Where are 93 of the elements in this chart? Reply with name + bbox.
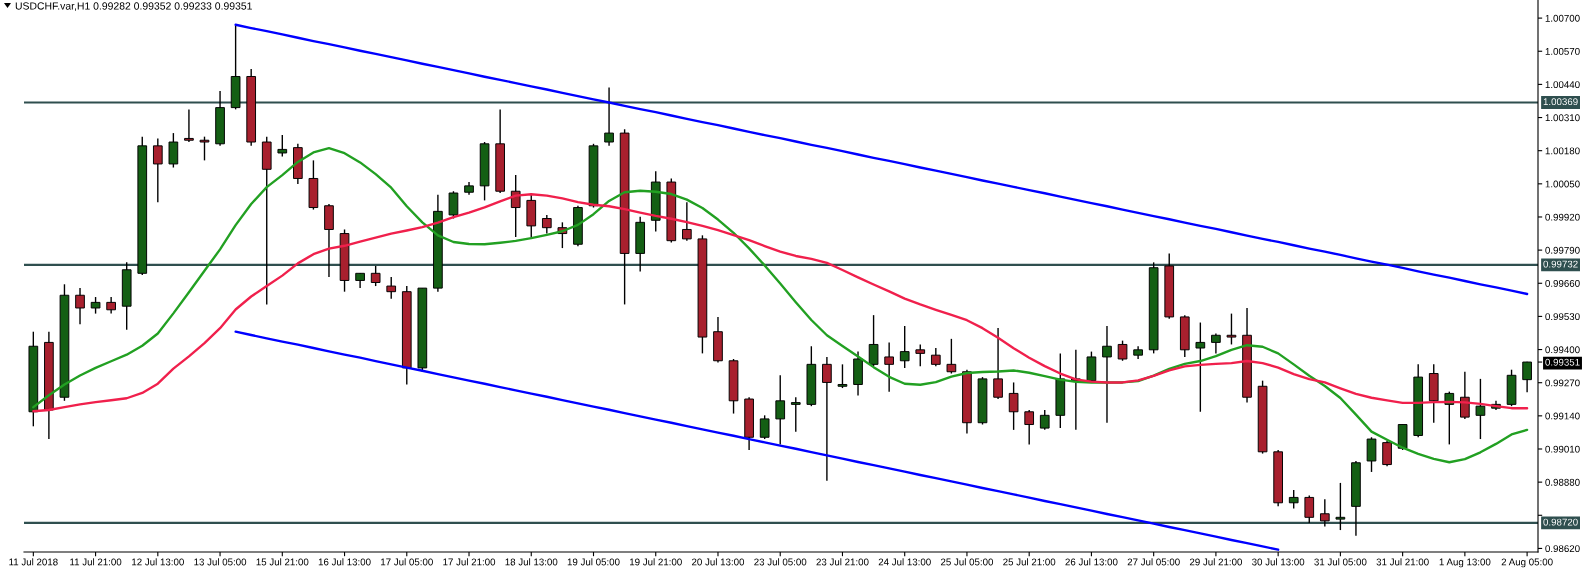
candlestick — [370, 265, 381, 287]
candlestick — [75, 287, 85, 326]
y-tick-label: 0.98620 — [1545, 545, 1580, 553]
ref-line-label: 1.00369 — [1543, 98, 1578, 106]
x-tick-label: 25 Jul 21:00 — [1003, 558, 1056, 566]
x-tick-label: 20 Jul 13:00 — [691, 558, 745, 566]
candlestick — [1366, 436, 1377, 473]
candlestick — [1086, 350, 1097, 384]
candlestick — [837, 363, 848, 389]
x-tick-label: 11 Jul 2018 — [9, 558, 58, 566]
candlestick — [199, 135, 210, 162]
candlestick — [899, 325, 910, 369]
x-tick-label: 17 Jul 05:00 — [381, 558, 433, 566]
x-tick-label: 12 Jul 13:00 — [132, 558, 184, 566]
candlestick — [1024, 409, 1035, 446]
candlestick — [775, 374, 786, 446]
candlestick — [884, 341, 894, 393]
candlestick — [324, 203, 334, 278]
y-tick-label: 0.98880 — [1545, 478, 1580, 486]
candlestick — [1397, 423, 1408, 451]
y-tick-label: 0.99010 — [1545, 445, 1580, 453]
candlestick — [759, 414, 770, 440]
candlestick — [1522, 361, 1532, 393]
y-tick-label: 0.99400 — [1545, 346, 1580, 354]
candlestick — [1195, 321, 1206, 413]
candlestick — [1304, 494, 1315, 524]
candlestick — [152, 137, 163, 203]
candlestick — [1460, 371, 1470, 420]
candlestick — [1117, 339, 1128, 362]
y-tick-label: 1.00440 — [1545, 81, 1580, 89]
y-tick-label: 0.99140 — [1545, 412, 1580, 420]
line-series — [234, 330, 1280, 551]
x-tick-label: 15 Jul 21:00 — [256, 558, 309, 566]
x-tick-label: 23 Jul 05:00 — [754, 558, 807, 566]
candlestick — [1226, 312, 1237, 346]
y-tick-label: 0.99920 — [1545, 213, 1580, 221]
candlestick — [993, 327, 1003, 400]
candlestick — [1288, 489, 1299, 510]
y-tick-label: 0.99530 — [1545, 313, 1580, 321]
candlestick — [1039, 409, 1050, 431]
x-tick-label: 18 Jul 13:00 — [505, 558, 558, 566]
y-tick-label: 1.00700 — [1545, 14, 1580, 22]
candlestick — [1335, 482, 1346, 531]
x-tick-label: 24 Jul 13:00 — [878, 558, 931, 566]
ref-line-label: 0.98720 — [1543, 518, 1578, 526]
x-tick-label: 26 Jul 13:00 — [1065, 558, 1118, 566]
candlestick — [915, 343, 926, 367]
y-tick-label: 1.00310 — [1545, 114, 1580, 122]
y-tick-label: 0.99790 — [1545, 246, 1580, 254]
candlestick — [1475, 378, 1486, 440]
x-tick-label: 27 Jul 05:00 — [1127, 558, 1180, 566]
x-tick-label: 17 Jul 21:00 — [443, 558, 496, 566]
line-series — [32, 146, 1529, 464]
candlestick — [822, 356, 832, 482]
candlestick — [184, 108, 194, 143]
x-tick-label: 2 Aug 05:00 — [1501, 558, 1553, 568]
x-tick-label: 31 Jul 05:00 — [1314, 558, 1367, 566]
candlestick — [790, 396, 801, 433]
x-tick-label: 13 Jul 05:00 — [194, 558, 247, 566]
candlestick — [682, 201, 692, 242]
candlestick — [1382, 440, 1392, 468]
y-tick-label: 0.99351 — [1545, 358, 1580, 366]
line-series — [234, 23, 1529, 296]
candlestick — [604, 86, 614, 147]
x-tick-label: 1 Aug 13:00 — [1439, 558, 1491, 568]
candlestick — [386, 276, 397, 300]
ref-line-label: 0.99732 — [1543, 260, 1578, 268]
candlestick — [1102, 325, 1112, 424]
x-tick-label: 31 Jul 21:00 — [1376, 558, 1429, 566]
x-tick-label: 11 Jul 21:00 — [70, 558, 122, 566]
y-tick-label: 0.99270 — [1545, 379, 1580, 387]
candlestick — [168, 132, 179, 169]
candlestick — [448, 190, 459, 220]
candlestick — [541, 214, 552, 235]
y-tick-label: 0.99660 — [1545, 280, 1580, 287]
x-tick-label: 23 Jul 21:00 — [816, 558, 869, 566]
candlestick — [868, 314, 879, 367]
x-tick-label: 19 Jul 21:00 — [630, 558, 682, 566]
candlestick — [1319, 498, 1330, 528]
x-tick-label: 19 Jul 05:00 — [567, 558, 620, 566]
y-tick-label: 1.00570 — [1545, 47, 1580, 55]
x-tick-label: 25 Jul 05:00 — [940, 558, 994, 566]
x-tick-label: 29 Jul 21:00 — [1189, 558, 1243, 566]
candlestick — [946, 338, 957, 375]
candlestick — [1211, 332, 1221, 355]
x-tick-label: 30 Jul 13:00 — [1252, 558, 1305, 566]
y-tick-label: 1.00180 — [1545, 147, 1580, 155]
candlestick — [930, 347, 941, 367]
candlestick — [1008, 381, 1019, 431]
x-tick-label: 16 Jul 13:00 — [318, 558, 371, 566]
chart-title: USDCHF.var,H1 0.99282 0.99352 0.99233 0.99351 — [15, 2, 252, 11]
y-tick-label: 1.00050 — [1545, 180, 1580, 188]
candlestick — [277, 134, 288, 158]
